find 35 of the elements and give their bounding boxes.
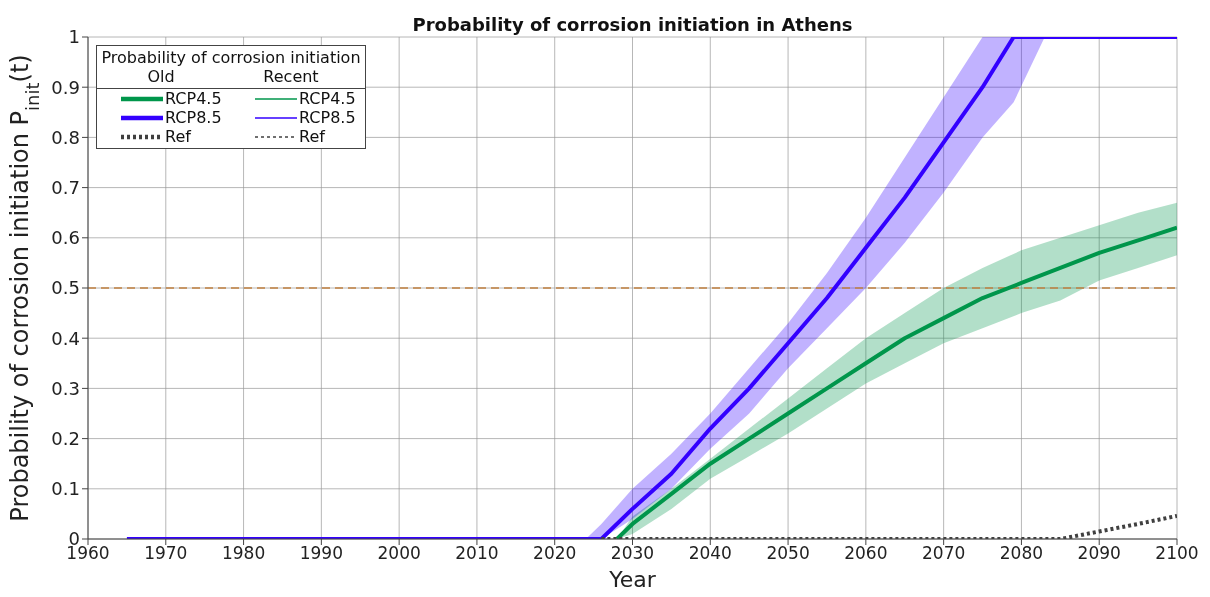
y-tick-label: 0.4 bbox=[51, 327, 80, 349]
x-tick-label: 2080 bbox=[999, 543, 1044, 564]
y-tick-label: 0.5 bbox=[51, 277, 80, 299]
x-tick-label: 1990 bbox=[299, 543, 343, 564]
x-tick-label: 2000 bbox=[377, 543, 421, 564]
y-tick-label: 1 bbox=[68, 26, 80, 48]
y-tick-label: 0.6 bbox=[51, 227, 80, 249]
x-tick-label: 1970 bbox=[144, 543, 188, 564]
legend-title: Probability of corrosion initiation bbox=[101, 48, 361, 67]
y-tick-label: 0.7 bbox=[51, 176, 80, 198]
y-tick-label: 0.2 bbox=[51, 427, 80, 449]
legend-label: RCP4.5 bbox=[299, 89, 357, 108]
y-tick-label: 0.3 bbox=[51, 377, 80, 399]
x-axis-title: Year bbox=[608, 567, 657, 592]
x-tick-label: 2100 bbox=[1155, 543, 1199, 564]
chart-title: Probability of corrosion initiation in Athens bbox=[411, 14, 854, 35]
x-tick-label: 2040 bbox=[688, 543, 732, 564]
x-tick-label: 2090 bbox=[1077, 543, 1121, 564]
legend-label: Ref bbox=[299, 127, 327, 146]
x-tick-label: 2070 bbox=[922, 543, 966, 564]
x-tick-label: 2030 bbox=[610, 543, 655, 564]
x-tick-label: 2020 bbox=[533, 543, 577, 564]
legend-label: RCP8.5 bbox=[299, 108, 357, 127]
legend-label: RCP8.5 bbox=[165, 108, 223, 127]
annotation: Old bbox=[146, 67, 176, 86]
x-tick-label: 1980 bbox=[221, 543, 266, 564]
x-tick-label: 2010 bbox=[455, 543, 499, 564]
y-tick-label: 0.9 bbox=[51, 76, 80, 98]
legend-label: Ref bbox=[165, 127, 193, 146]
annotation: Recent bbox=[262, 67, 320, 86]
legend-label: RCP4.5 bbox=[165, 89, 223, 108]
y-tick-label: 0.1 bbox=[51, 478, 80, 500]
x-tick-label: 2050 bbox=[766, 543, 810, 564]
x-tick-label: 2060 bbox=[844, 543, 888, 564]
y-tick-label: 0.8 bbox=[51, 126, 80, 148]
